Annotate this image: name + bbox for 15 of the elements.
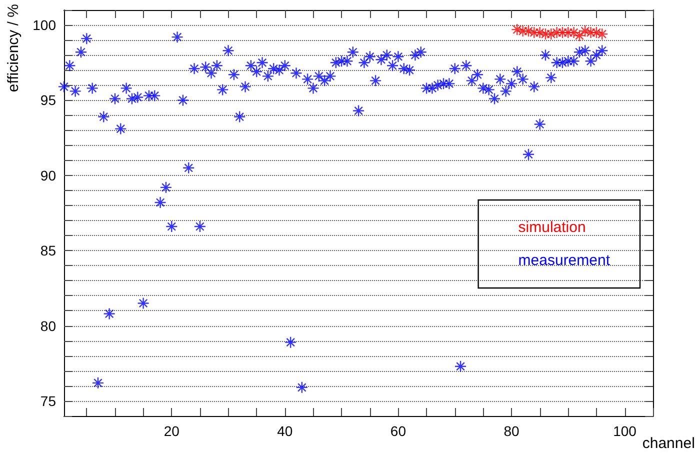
x-axis-title: channel [642, 435, 695, 452]
x-tick-label: 60 [390, 423, 406, 439]
text: measurement [518, 252, 611, 269]
y-tick-label: 80 [40, 318, 56, 334]
x-tick-label: 20 [164, 423, 180, 439]
y-tick-label: 100 [32, 17, 56, 34]
x-tick-label: 100 [613, 423, 637, 439]
x-tick-label: 80 [504, 423, 520, 439]
text: simulation [518, 219, 586, 236]
x-tick-label: 40 [277, 423, 293, 439]
y-tick-label: 90 [40, 167, 56, 184]
y-tick-label: 75 [40, 392, 56, 409]
y-tick-label: 95 [40, 92, 56, 108]
y-axis-title: efficiency / % [5, 4, 22, 92]
y-tick-label: 85 [40, 242, 56, 259]
